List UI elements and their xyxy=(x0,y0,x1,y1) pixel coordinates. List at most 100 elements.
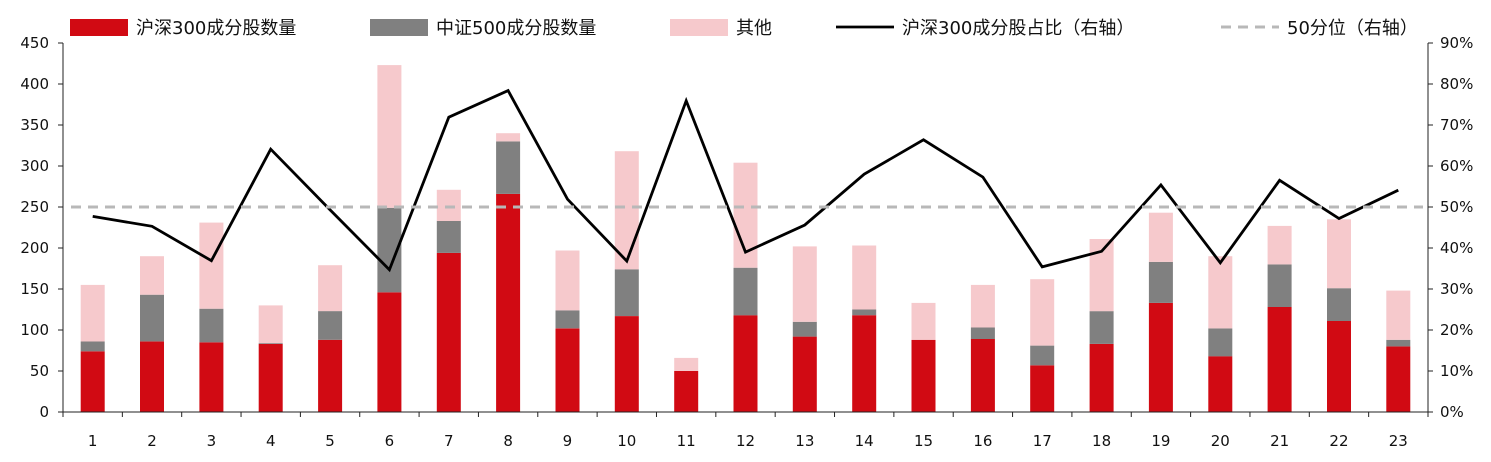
bar-s0-2 xyxy=(140,341,164,412)
bar-s1-8 xyxy=(496,141,521,194)
bar-s2-14 xyxy=(852,245,877,310)
bar-s0-5 xyxy=(318,339,343,412)
legend-swatch-2 xyxy=(670,19,728,36)
x-tick-label: 23 xyxy=(1389,432,1408,450)
x-tick-label: 14 xyxy=(855,432,874,450)
bar-s2-8 xyxy=(496,133,521,142)
y-left-tick-label: 450 xyxy=(20,34,49,52)
bar-s0-9 xyxy=(555,328,580,412)
bar-s0-23 xyxy=(1386,346,1411,412)
x-tick-label: 8 xyxy=(503,432,513,450)
bar-s0-7 xyxy=(436,252,461,412)
y-right-tick-label: 50% xyxy=(1440,198,1473,216)
x-tick-label: 1 xyxy=(88,432,98,450)
y-left-tick-label: 250 xyxy=(20,198,49,216)
bar-s2-11 xyxy=(674,357,699,371)
bar-s0-6 xyxy=(377,292,402,412)
y-left-tick-label: 400 xyxy=(20,75,49,93)
x-tick-label: 19 xyxy=(1151,432,1170,450)
bar-s1-22 xyxy=(1327,288,1351,321)
legend-label-0: 沪深300成分股数量 xyxy=(136,18,296,39)
bar-s0-20 xyxy=(1208,356,1233,412)
bar-s1-17 xyxy=(1030,345,1055,366)
bar-s0-17 xyxy=(1030,365,1055,412)
y-left-tick-label: 0 xyxy=(39,403,49,421)
bar-s1-5 xyxy=(318,311,343,340)
bar-s0-8 xyxy=(496,193,521,412)
y-right-tick-label: 80% xyxy=(1440,75,1473,93)
bar-s0-15 xyxy=(911,339,936,412)
bar-s2-7 xyxy=(436,189,461,221)
bar-s1-2 xyxy=(140,294,164,342)
x-tick-label: 6 xyxy=(385,432,395,450)
legend-label-4: 50分位（右轴） xyxy=(1287,18,1418,39)
bar-s1-10 xyxy=(614,269,639,316)
x-tick-label: 18 xyxy=(1092,432,1111,450)
bar-s1-23 xyxy=(1386,339,1411,347)
y-right-tick-label: 70% xyxy=(1440,116,1473,134)
x-tick-label: 3 xyxy=(207,432,217,450)
bar-s0-16 xyxy=(970,339,995,412)
bar-s2-10 xyxy=(614,151,639,270)
y-right-tick-label: 90% xyxy=(1440,34,1473,52)
bar-s1-1 xyxy=(80,341,105,352)
x-tick-label: 22 xyxy=(1329,432,1348,450)
bar-s1-7 xyxy=(436,220,461,253)
bar-s1-21 xyxy=(1267,264,1292,307)
y-left-tick-label: 100 xyxy=(20,321,49,339)
legend-swatch-0 xyxy=(70,19,128,36)
bar-s0-1 xyxy=(80,351,105,412)
x-tick-label: 5 xyxy=(325,432,335,450)
bar-s0-12 xyxy=(733,315,758,412)
x-tick-label: 11 xyxy=(677,432,696,450)
bar-s2-17 xyxy=(1030,279,1055,346)
bar-s2-23 xyxy=(1386,290,1411,340)
y-left-tick-label: 300 xyxy=(20,157,49,175)
bar-s0-19 xyxy=(1148,302,1173,412)
legend-label-1: 中证500成分股数量 xyxy=(436,18,596,39)
x-tick-label: 9 xyxy=(563,432,573,450)
x-tick-label: 15 xyxy=(914,432,933,450)
bar-s2-21 xyxy=(1267,225,1292,265)
x-tick-label: 2 xyxy=(147,432,157,450)
y-right-tick-label: 10% xyxy=(1440,362,1473,380)
bar-s2-1 xyxy=(80,284,105,342)
bar-s1-9 xyxy=(555,310,580,329)
bar-s0-11 xyxy=(674,371,699,412)
legend: 沪深300成分股数量 中证500成分股数量 其他 沪深300成分股占比（右轴） 50分位… xyxy=(70,18,1418,39)
legend-swatch-1 xyxy=(370,19,428,36)
y-right-tick-label: 30% xyxy=(1440,280,1473,298)
axes-group: 0 50 100 150 200 250 300 350 400 450 0% 10% 20% 30% 40… xyxy=(20,34,1473,450)
bar-s2-6 xyxy=(377,65,402,208)
bar-s2-2 xyxy=(140,256,164,295)
y-left-tick-label: 150 xyxy=(20,280,49,298)
bar-s2-9 xyxy=(555,250,580,311)
y-right-tick-label: 60% xyxy=(1440,157,1473,175)
bar-s2-15 xyxy=(911,302,936,340)
bar-s0-10 xyxy=(614,316,639,412)
y-right-tick-label: 40% xyxy=(1440,239,1473,257)
bar-s0-22 xyxy=(1327,321,1351,412)
bar-s1-19 xyxy=(1148,261,1173,303)
bar-s0-3 xyxy=(199,342,224,412)
y-left-tick-label: 350 xyxy=(20,116,49,134)
x-tick-label: 10 xyxy=(617,432,636,450)
legend-label-2: 其他 xyxy=(736,18,772,39)
x-tick-label: 20 xyxy=(1211,432,1230,450)
y-left-tick-label: 200 xyxy=(20,239,49,257)
y-left-tick-label: 50 xyxy=(30,362,49,380)
bar-s1-4 xyxy=(258,343,283,344)
y-right-tick-label: 20% xyxy=(1440,321,1473,339)
bar-s2-5 xyxy=(318,265,343,312)
bar-s1-13 xyxy=(792,321,817,337)
bar-s1-14 xyxy=(852,309,877,316)
bar-s2-22 xyxy=(1327,219,1351,289)
ratio-line xyxy=(92,88,1399,273)
lines-group xyxy=(71,88,1423,273)
bar-s2-16 xyxy=(970,284,995,328)
bar-s0-4 xyxy=(258,343,283,412)
bar-s2-3 xyxy=(199,222,224,309)
y-right-tick-label: 0% xyxy=(1440,403,1464,421)
x-tick-label: 7 xyxy=(444,432,454,450)
